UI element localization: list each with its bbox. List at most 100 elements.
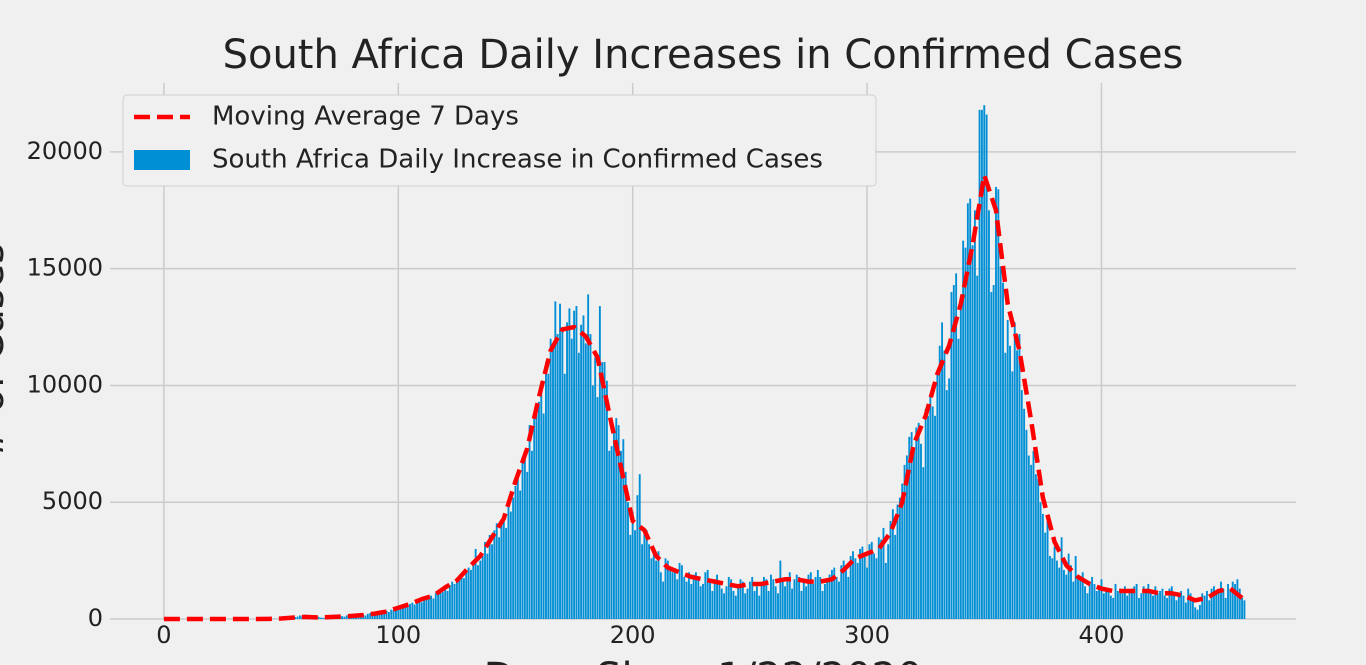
bar	[894, 534, 897, 619]
bar	[1191, 597, 1194, 619]
bar	[673, 569, 676, 619]
bar	[1208, 600, 1211, 619]
bar	[641, 544, 643, 619]
bar	[1091, 576, 1094, 619]
bar	[1027, 455, 1030, 619]
y-tick-label: 0	[88, 604, 103, 632]
bar	[615, 418, 618, 619]
bar	[870, 541, 873, 619]
bar	[378, 614, 381, 619]
bar	[1203, 595, 1206, 619]
bar	[1016, 350, 1019, 619]
bar	[371, 614, 374, 619]
bar	[591, 385, 594, 619]
bar	[1114, 583, 1117, 619]
bar	[812, 583, 815, 619]
bar	[446, 590, 449, 619]
bar	[1215, 593, 1218, 619]
bar	[1086, 593, 1089, 619]
bar	[702, 583, 704, 619]
bar	[1126, 595, 1129, 619]
bar	[889, 520, 892, 619]
bar	[936, 371, 939, 619]
bar	[387, 611, 390, 619]
bar	[873, 553, 876, 619]
bar	[1224, 597, 1227, 619]
bar	[1002, 282, 1004, 619]
bar	[500, 520, 503, 619]
bar	[1121, 593, 1124, 619]
bar	[882, 527, 885, 619]
bar	[1243, 600, 1246, 619]
bar	[554, 301, 557, 619]
bar	[781, 581, 784, 619]
bar	[788, 572, 791, 619]
bar	[648, 544, 651, 619]
bar	[622, 439, 625, 619]
bar	[828, 574, 831, 619]
bar	[1119, 588, 1122, 619]
bar	[376, 612, 379, 619]
bar	[969, 198, 972, 619]
bar	[1009, 345, 1011, 619]
bar	[1130, 588, 1133, 619]
bar	[1109, 595, 1112, 619]
bar	[467, 567, 470, 619]
bar	[479, 560, 482, 619]
bar	[1025, 429, 1028, 619]
bar	[854, 558, 857, 619]
bar	[840, 565, 843, 619]
bar	[650, 558, 653, 619]
bar	[943, 350, 946, 619]
bar	[373, 613, 376, 619]
bar	[416, 601, 418, 619]
y-tick-label: 20000	[27, 137, 103, 165]
bar	[730, 579, 733, 619]
bar	[556, 334, 559, 619]
bar	[528, 425, 531, 619]
bar	[341, 616, 343, 619]
bar	[1030, 464, 1033, 619]
bar	[934, 415, 936, 619]
bar	[941, 322, 944, 619]
bar	[995, 186, 997, 619]
bar	[298, 615, 301, 619]
bar	[1173, 593, 1176, 619]
bar	[922, 467, 925, 619]
bar	[636, 495, 639, 619]
bar	[948, 378, 951, 619]
bar	[1227, 583, 1229, 619]
bar	[1163, 595, 1166, 619]
bar	[385, 610, 388, 619]
bar	[462, 578, 465, 619]
bar	[709, 581, 711, 619]
bar	[519, 490, 522, 619]
bar	[1205, 590, 1208, 619]
bar	[791, 588, 794, 619]
bar	[680, 565, 683, 619]
bar	[395, 608, 397, 619]
bar	[683, 576, 686, 619]
bar	[643, 527, 646, 619]
bar	[1229, 590, 1232, 619]
bar	[1112, 597, 1115, 619]
bar	[1053, 546, 1056, 619]
bar	[999, 266, 1002, 619]
bar	[699, 586, 702, 619]
bar	[896, 504, 899, 619]
bar	[713, 579, 716, 619]
bar	[470, 569, 472, 619]
bar	[1084, 586, 1086, 619]
marks	[163, 105, 1246, 622]
bar	[441, 592, 444, 619]
bar	[1154, 586, 1157, 619]
bar	[849, 555, 852, 619]
bar	[744, 593, 747, 619]
bar	[929, 394, 932, 619]
bar	[582, 315, 585, 619]
bar	[908, 436, 911, 619]
bar	[1072, 581, 1075, 619]
bar	[526, 471, 529, 619]
bar	[753, 590, 756, 619]
